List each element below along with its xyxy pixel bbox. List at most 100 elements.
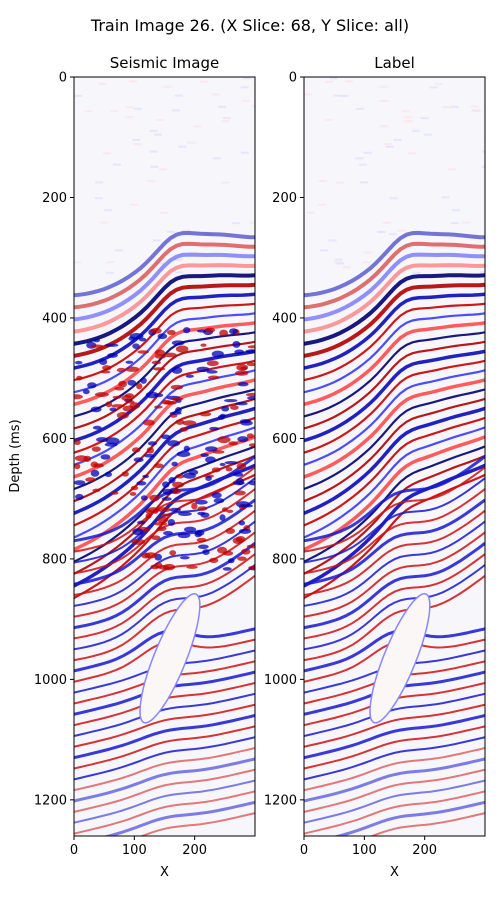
noise-speckle bbox=[334, 258, 343, 261]
chaotic-speckle bbox=[224, 460, 238, 465]
reflector bbox=[304, 282, 485, 358]
x-tick-label: 100 bbox=[352, 843, 377, 858]
reflector bbox=[304, 273, 485, 346]
y-tick-label: 0 bbox=[289, 71, 297, 86]
chaotic-speckle bbox=[105, 401, 113, 408]
noise-speckle bbox=[167, 230, 176, 233]
chaotic-speckle bbox=[206, 360, 219, 367]
chaotic-speckle bbox=[237, 436, 249, 443]
chaotic-speckle bbox=[154, 405, 163, 409]
reflector bbox=[304, 416, 485, 527]
reflector bbox=[74, 768, 255, 813]
chaotic-speckle bbox=[74, 394, 83, 400]
chaotic-speckle bbox=[153, 367, 166, 371]
chaotic-speckle bbox=[247, 396, 255, 400]
chaotic-speckle bbox=[183, 472, 196, 479]
chaotic-speckle bbox=[199, 411, 212, 417]
chaotic-speckle bbox=[129, 333, 144, 340]
reflector bbox=[304, 454, 485, 575]
chaotic-speckle bbox=[171, 397, 184, 401]
reflector bbox=[74, 340, 255, 430]
x-axis-label: X bbox=[390, 865, 399, 880]
chaotic-speckle bbox=[150, 564, 160, 570]
noise-speckle bbox=[74, 94, 83, 97]
chaotic-speckle bbox=[100, 370, 111, 374]
reflector bbox=[304, 312, 485, 394]
chaotic-speckle bbox=[142, 474, 150, 479]
reflector bbox=[74, 747, 255, 792]
reflector bbox=[74, 520, 255, 607]
reflector bbox=[74, 564, 255, 651]
chaotic-speckle bbox=[167, 329, 176, 336]
reflector bbox=[304, 349, 485, 443]
noise-speckle bbox=[434, 82, 443, 85]
noise-speckle bbox=[178, 145, 187, 148]
chaotic-speckle bbox=[145, 509, 153, 514]
reflector bbox=[74, 692, 255, 737]
x-axis-label: X bbox=[160, 865, 169, 880]
noise-speckle bbox=[129, 203, 138, 206]
panel-title-seismic: Seismic Image bbox=[110, 54, 220, 72]
chaotic-speckle bbox=[111, 491, 119, 495]
chaotic-speckle bbox=[163, 352, 177, 358]
chaotic-speckle bbox=[112, 395, 122, 399]
chaotic-speckle bbox=[94, 392, 109, 397]
reflector bbox=[74, 714, 255, 760]
chaotic-speckle bbox=[111, 404, 125, 408]
chaotic-speckle bbox=[92, 488, 101, 493]
noise-speckle bbox=[393, 138, 402, 141]
chaotic-speckle bbox=[161, 399, 172, 405]
chaotic-speckle bbox=[182, 420, 197, 426]
chaotic-speckle bbox=[142, 419, 155, 426]
y-axis-ticks: 0 200 400 600 800 1000 1200 bbox=[34, 71, 74, 808]
chaotic-speckle bbox=[130, 485, 139, 491]
chaotic-speckle bbox=[240, 366, 248, 371]
reflector bbox=[304, 455, 485, 543]
chaotic-speckle bbox=[177, 532, 191, 539]
chaotic-speckle bbox=[169, 550, 177, 556]
reflector bbox=[304, 230, 485, 298]
reflector bbox=[74, 388, 255, 491]
chaotic-speckle bbox=[225, 467, 233, 472]
chaotic-speckle bbox=[226, 509, 234, 514]
chaotic-speckle bbox=[125, 360, 134, 364]
y-tick-label: 200 bbox=[272, 191, 297, 206]
chaotic-speckle bbox=[236, 463, 247, 470]
reflector bbox=[74, 292, 255, 370]
noise-speckle bbox=[103, 209, 112, 212]
noise-speckle bbox=[163, 85, 172, 88]
reflector bbox=[332, 800, 485, 836]
chaotic-speckle bbox=[246, 544, 255, 549]
chaotic-speckle bbox=[213, 498, 225, 504]
chaotic-speckle bbox=[207, 375, 220, 380]
noise-speckle bbox=[333, 261, 342, 264]
noise-speckle bbox=[159, 168, 168, 171]
chaotic-speckle bbox=[245, 392, 255, 397]
chaotic-speckle bbox=[211, 467, 221, 473]
noise-speckle bbox=[94, 181, 103, 184]
noise-speckle bbox=[103, 152, 112, 155]
axes-frame bbox=[73, 76, 256, 837]
chaotic-speckle bbox=[247, 345, 255, 349]
noise-speckle bbox=[132, 138, 141, 141]
chaotic-speckle bbox=[211, 350, 224, 358]
noise-speckle bbox=[220, 181, 229, 184]
y-tick-label: 600 bbox=[42, 432, 67, 447]
noise-speckle bbox=[174, 94, 183, 97]
noise-speckle bbox=[153, 133, 162, 136]
chaotic-speckle bbox=[74, 463, 81, 470]
chaotic-speckle bbox=[241, 548, 251, 555]
reflector bbox=[304, 378, 485, 479]
chaotic-speckle bbox=[93, 463, 105, 468]
reflector bbox=[74, 725, 255, 770]
reflector bbox=[74, 779, 255, 824]
noise-speckle bbox=[408, 152, 417, 155]
chaotic-speckle bbox=[100, 454, 111, 460]
noise-speckle bbox=[112, 163, 121, 166]
noise-speckle bbox=[355, 157, 364, 160]
chaotic-speckle bbox=[140, 495, 148, 501]
noise-speckle bbox=[470, 105, 479, 108]
chaotic-speckle bbox=[118, 380, 128, 388]
noise-speckle bbox=[441, 196, 450, 199]
noise-speckle bbox=[98, 82, 107, 85]
